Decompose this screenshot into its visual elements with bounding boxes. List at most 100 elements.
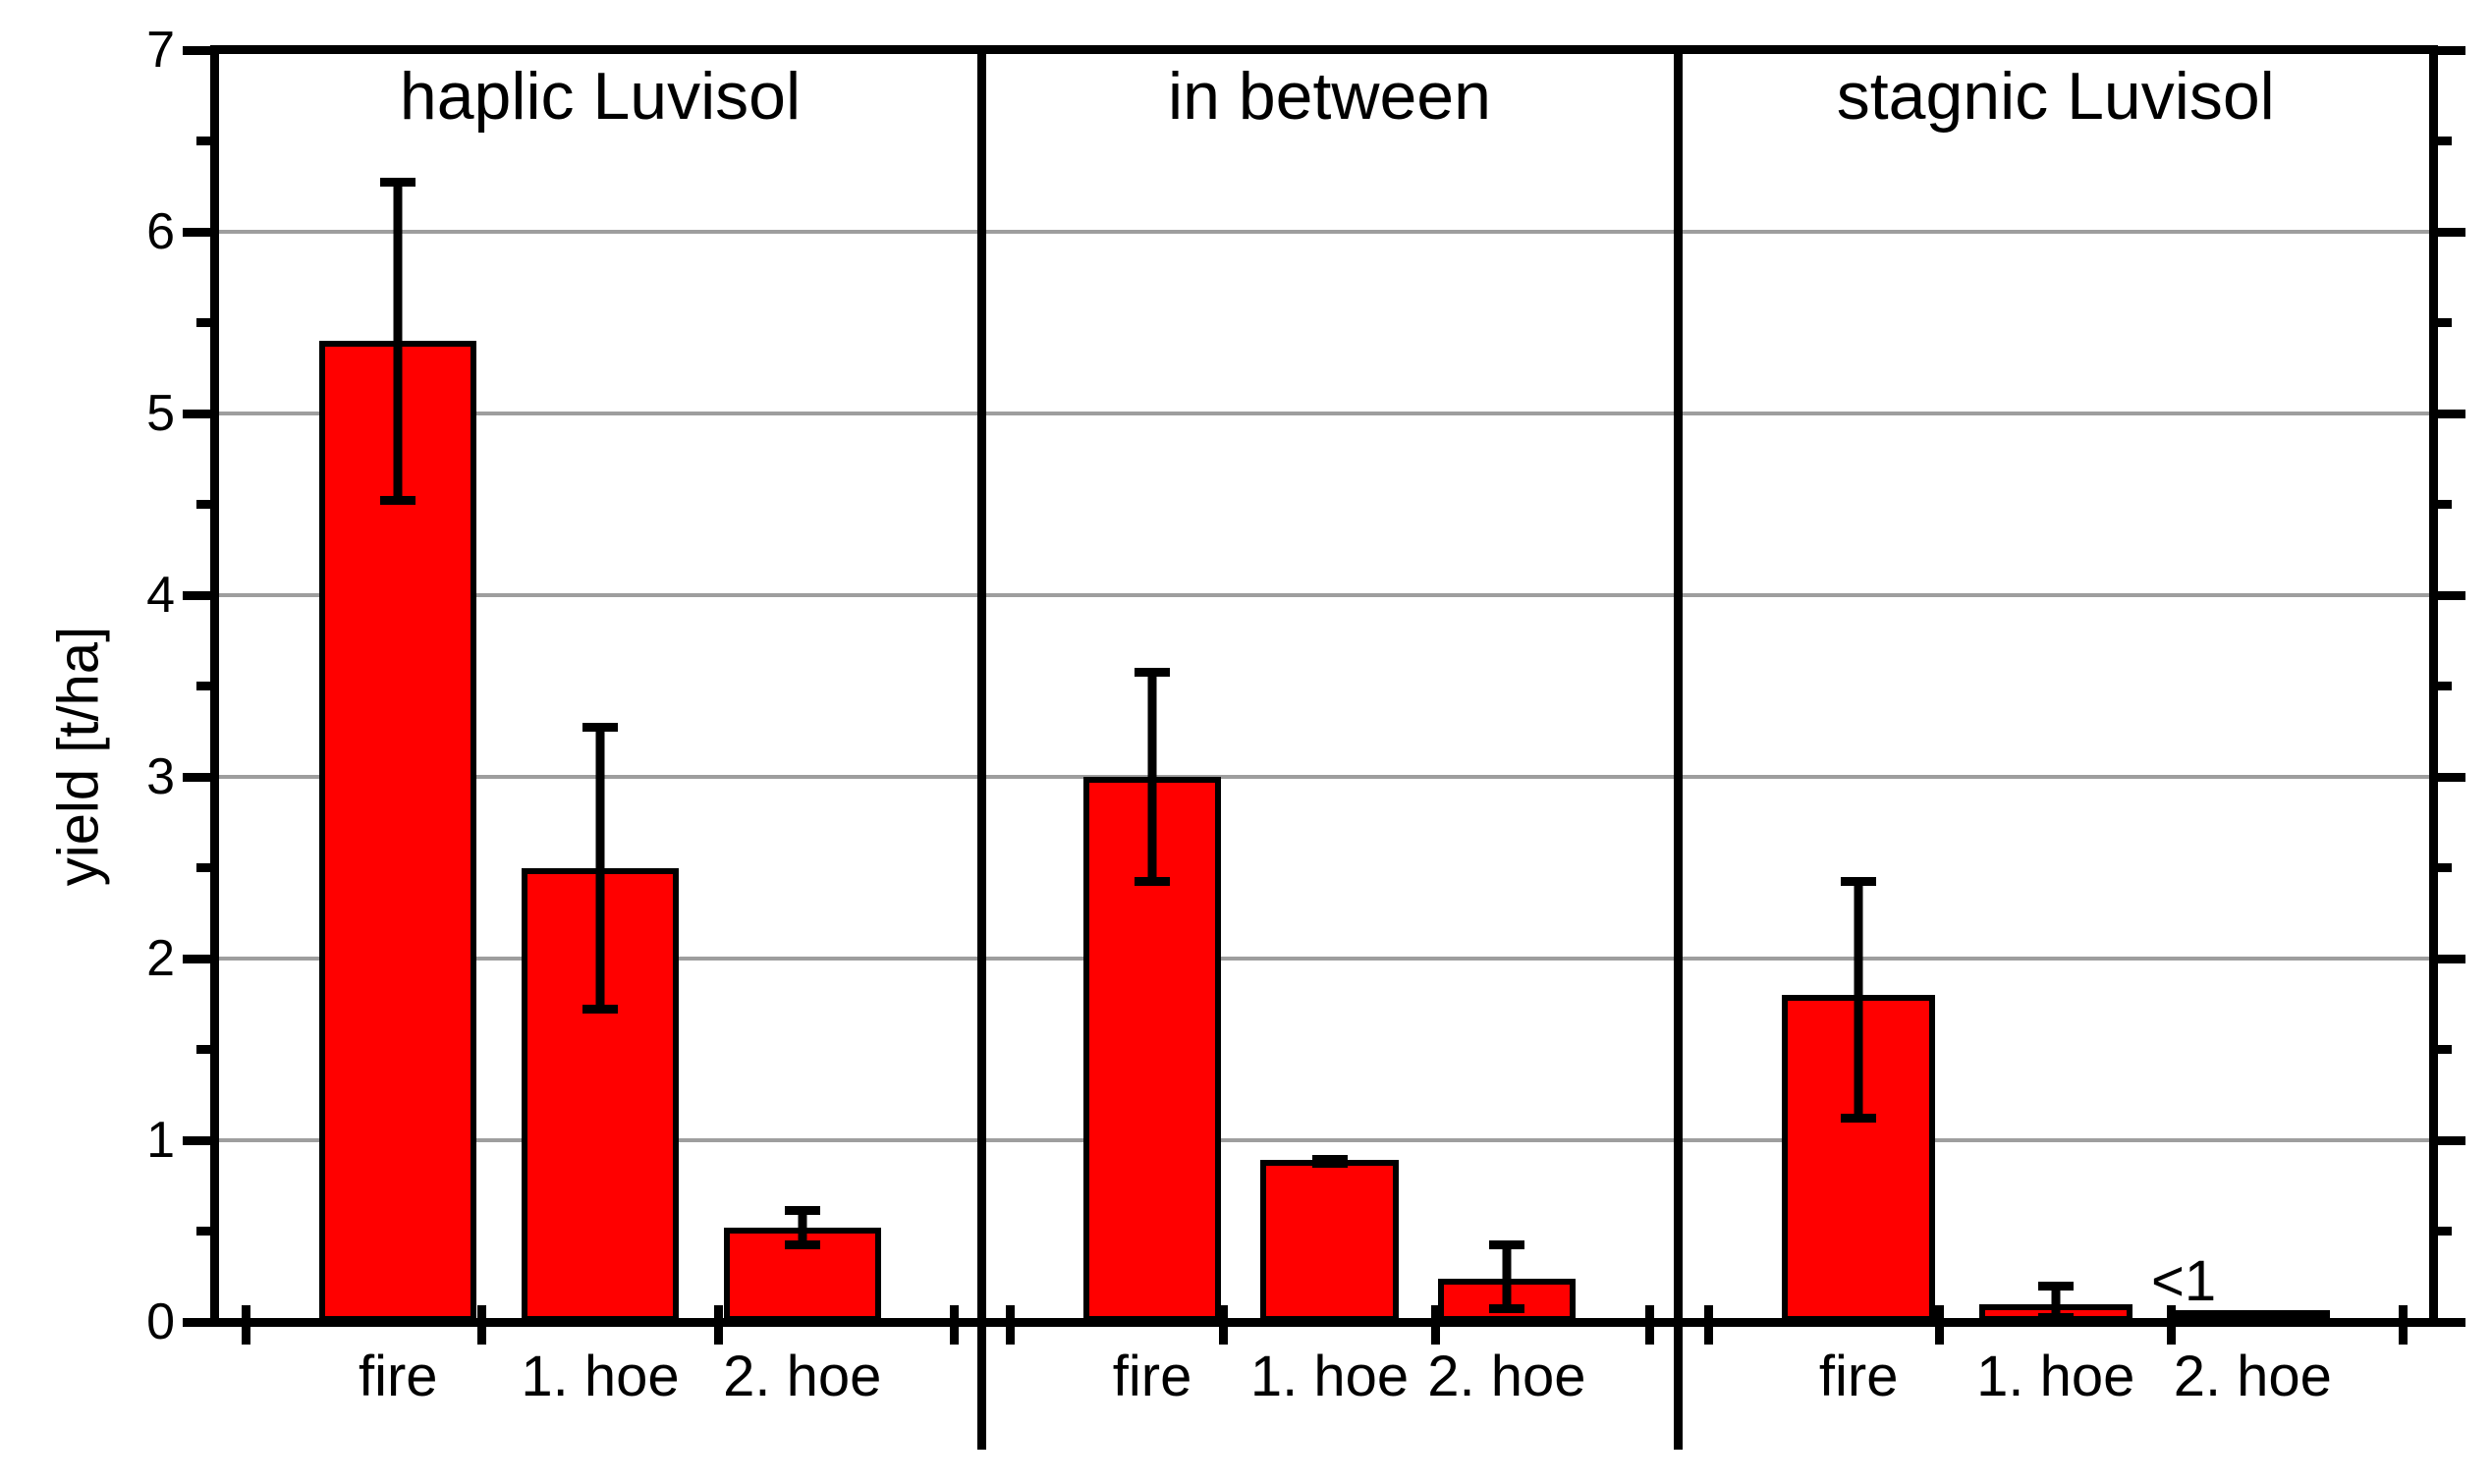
y-tick-minor (196, 1227, 210, 1236)
error-bar-bottom-cap (582, 1004, 618, 1014)
error-bar-stem (798, 1205, 807, 1249)
x-tick (1431, 1305, 1441, 1345)
y-tick-minor (2438, 500, 2452, 509)
y-tick-minor (196, 500, 210, 509)
panel-stagnic-luvisol: stagnic Luvisol fire 1. hoe 2. hoe <1 (1683, 45, 2430, 1407)
x-category-label: 1. hoe (1249, 1345, 1410, 1408)
category-slot-1-hoe: 1. hoe (499, 45, 701, 1407)
error-bar-bottom-cap (784, 1240, 820, 1249)
error-bar-bottom-cap (1311, 1158, 1348, 1168)
annotation-less-than-1: <1 (2151, 1249, 2217, 1313)
y-tick-minor (196, 682, 210, 690)
x-category-label: 1. hoe (1976, 1345, 2135, 1408)
error-bar-bottom-cap (1841, 1113, 1877, 1123)
category-slot-1-hoe: 1. hoe (1241, 45, 1417, 1407)
x-tick (950, 1305, 960, 1345)
y-tick-major (2438, 590, 2465, 600)
y-tick-minor (196, 863, 210, 872)
error-bar-bottom-cap (2037, 1313, 2074, 1322)
y-tick-major (183, 227, 210, 237)
x-tick (477, 1305, 487, 1345)
error-bar-bottom-cap (1488, 1303, 1524, 1313)
error-bar (1311, 1154, 1348, 1168)
y-tick-label: 2 (146, 930, 175, 987)
y-tick-major (2438, 409, 2465, 418)
y-tick-minor (196, 318, 210, 327)
error-bar (1488, 1239, 1524, 1313)
plot-area: haplic Luvisol fire 1. hoe 2. hoe in between… (183, 45, 2465, 1450)
gridline (219, 957, 2429, 961)
category-slot-1-hoe: 1. hoe (1957, 45, 2154, 1407)
y-axis (210, 45, 219, 1327)
gridline (219, 775, 2429, 779)
error-bar (784, 1205, 820, 1249)
panel-title: stagnic Luvisol (1836, 59, 2275, 134)
y-tick-minor (196, 1045, 210, 1054)
category-slot-2-hoe: 2. hoe <1 (2151, 45, 2352, 1407)
y-tick-major (2438, 227, 2465, 237)
x-category-label: 2. hoe (723, 1345, 882, 1408)
y-tick-major (183, 954, 210, 963)
x-category-label: fire (1112, 1345, 1192, 1408)
error-bar-bottom-cap (1135, 877, 1171, 886)
y-tick-minor (2438, 318, 2452, 327)
x-tick (1935, 1305, 1945, 1345)
y-tick-minor (2438, 682, 2452, 690)
y-tick-major (183, 590, 210, 600)
panel-title: haplic Luvisol (399, 59, 802, 134)
x-tick (1005, 1305, 1015, 1345)
x-tick (1218, 1305, 1228, 1345)
bar-haplic-luvisol-fire (319, 341, 477, 1322)
x-category-label: 2. hoe (2173, 1345, 2332, 1408)
y-tick-minor (2438, 1045, 2452, 1054)
panel-title: in between (1168, 59, 1491, 134)
y-tick-major (183, 409, 210, 418)
y-tick-minor (2438, 1227, 2452, 1236)
error-bar-bottom-cap (2235, 1313, 2271, 1322)
gridline (219, 412, 2429, 415)
y-tick-major (2438, 1135, 2465, 1145)
x-axis (210, 1318, 2438, 1327)
error-bar (1841, 876, 1877, 1123)
panel-separator (1673, 45, 1683, 1450)
x-category-label: 1. hoe (521, 1345, 680, 1408)
x-tick (713, 1305, 723, 1345)
error-bar (1135, 668, 1171, 886)
bar-in-between-1-hoe (1260, 1160, 1399, 1322)
error-bar-stem (1147, 668, 1157, 886)
y-axis-right-frame (2429, 45, 2438, 1327)
gridline (219, 593, 2429, 597)
category-slot-fire: fire (1064, 45, 1241, 1407)
category-slot-2-hoe: 2. hoe (1418, 45, 1595, 1407)
y-tick-major (2438, 772, 2465, 782)
y-tick-label: 3 (146, 748, 175, 805)
gridline (219, 230, 2429, 234)
error-bar-bottom-cap (380, 495, 416, 505)
category-slot-fire: fire (1760, 45, 1958, 1407)
bar-haplic-luvisol-2-hoe (723, 1227, 881, 1322)
error-bar (2037, 1282, 2074, 1322)
gridline (219, 1138, 2429, 1142)
x-tick (2398, 1305, 2408, 1345)
category-slot-fire: fire (297, 45, 499, 1407)
x-tick (1644, 1305, 1654, 1345)
panel-haplic-luvisol: haplic Luvisol fire 1. hoe 2. hoe (219, 45, 981, 1407)
panel-separator (976, 45, 986, 1450)
error-bar (582, 722, 618, 1014)
y-tick-minor (196, 137, 210, 145)
y-tick-major (183, 1135, 210, 1145)
y-tick-major (2438, 1317, 2465, 1327)
x-tick (1703, 1305, 1713, 1345)
y-tick-major (2438, 45, 2465, 55)
error-bar (2235, 1312, 2271, 1322)
y-tick-major (183, 45, 210, 55)
error-bar-stem (393, 177, 403, 505)
panel-in-between: in between fire 1. hoe 2. hoe (986, 45, 1674, 1407)
y-tick-label: 0 (146, 1293, 175, 1350)
error-bar-stem (2051, 1282, 2061, 1322)
error-bar-stem (1502, 1239, 1512, 1313)
error-bar-stem (595, 722, 605, 1014)
x-category-label: 2. hoe (1427, 1345, 1586, 1408)
y-tick-label: 4 (146, 567, 175, 624)
y-tick-label: 5 (146, 385, 175, 442)
